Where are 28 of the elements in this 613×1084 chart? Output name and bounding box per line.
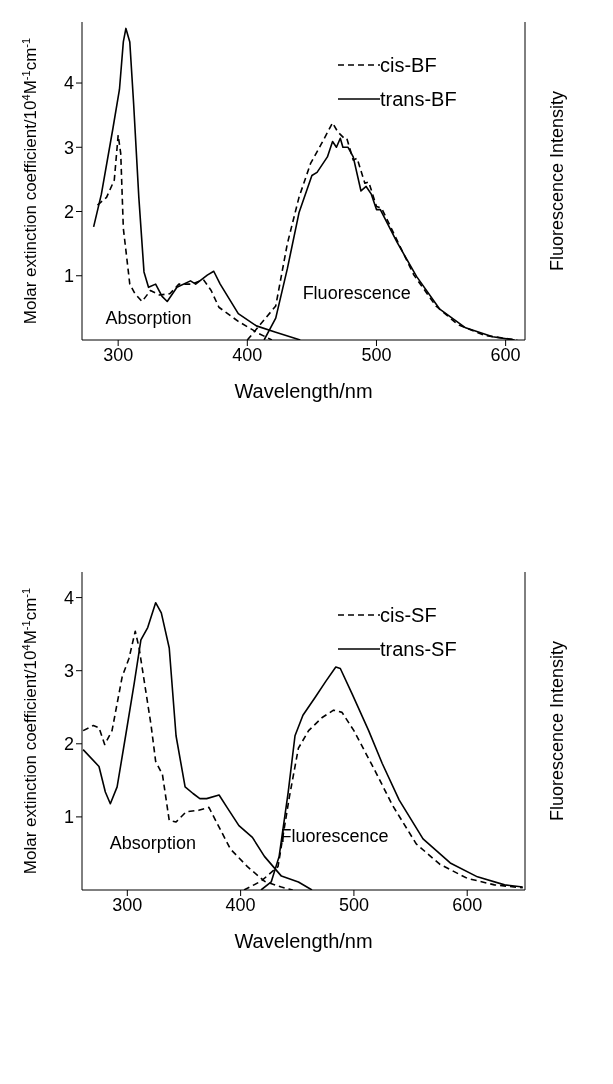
y-tick-label: 3 — [63, 661, 74, 682]
annotation: Fluorescence — [302, 282, 411, 303]
legend-label: cis-SF — [380, 603, 437, 627]
y-tick-label: 2 — [63, 201, 74, 222]
legend-label: trans-SF — [380, 637, 457, 661]
y-tick-label: 3 — [63, 137, 74, 158]
y-tick-label: 1 — [63, 807, 74, 828]
annotation: Absorption — [109, 832, 196, 853]
x-tick-label: 300 — [103, 344, 134, 365]
x-tick-label: 500 — [338, 894, 369, 915]
x-tick-label: 400 — [225, 894, 256, 915]
x-tick-label: 600 — [490, 344, 521, 365]
y2-axis-title: Fluorescence Intensity — [547, 640, 568, 822]
annotation: Absorption — [105, 308, 192, 329]
y-tick-label: 4 — [63, 73, 74, 94]
x-tick-label: 300 — [112, 894, 143, 915]
x-axis-title: Wavelength/nm — [234, 930, 373, 952]
legend-label: cis-BF — [380, 53, 437, 77]
legend-label: trans-BF — [380, 87, 457, 111]
y-tick-label: 1 — [63, 266, 74, 287]
x-tick-label: 500 — [361, 344, 392, 365]
x-tick-label: 600 — [452, 894, 483, 915]
x-axis-title: Wavelength/nm — [234, 380, 373, 402]
y-tick-label: 4 — [63, 587, 74, 608]
annotation: Fluorescence — [280, 826, 389, 847]
y-tick-label: 2 — [63, 734, 74, 755]
y2-axis-title: Fluorescence Intensity — [547, 90, 568, 272]
x-tick-label: 400 — [232, 344, 263, 365]
